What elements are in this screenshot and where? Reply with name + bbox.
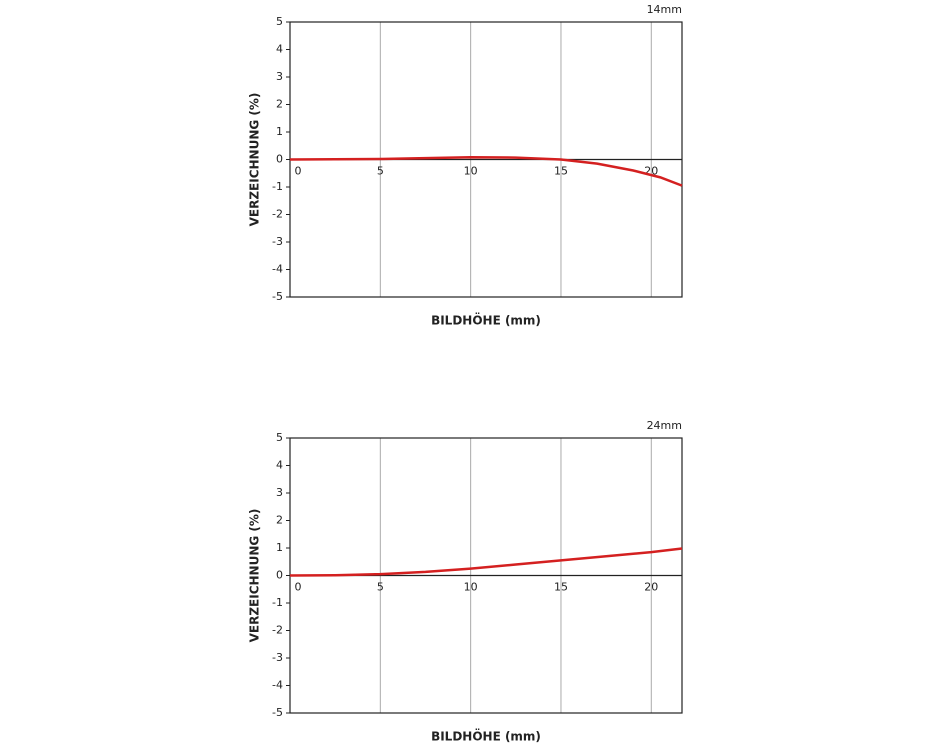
data-line [289,156,683,187]
y-tick-label: -4 [272,679,283,692]
y-tick-label: -1 [272,180,283,193]
y-tick-label: -3 [272,651,283,664]
x-tick-label: 0 [295,165,302,178]
y-tick-label: 5 [276,431,283,444]
y-tick-label: -5 [272,706,283,719]
y-tick-label: 0 [276,569,283,582]
y-tick-label: 3 [276,70,283,83]
y-tick-label: 2 [276,514,283,527]
annotation: 24mm [647,419,682,432]
y-tick-label: -4 [272,263,283,276]
x-tick-label: 5 [377,165,384,178]
y-tick-label: -1 [272,596,283,609]
y-axis-label: VERZEICHNUNG (%) [248,509,262,643]
y-axis-label: VERZEICHNUNG (%) [248,93,262,227]
annotation: 14mm [647,3,682,16]
x-tick-label: 0 [295,581,302,594]
y-tick-label: 3 [276,486,283,499]
y-tick-label: 4 [276,43,283,56]
x-tick-label: 15 [554,165,568,178]
y-tick-label: 0 [276,153,283,166]
x-tick-label: 5 [377,581,384,594]
y-tick-label: 4 [276,459,283,472]
y-tick-label: 5 [276,15,283,28]
x-tick-label: 10 [464,165,478,178]
x-axis-label: BILDHÖHE (mm) [431,729,541,744]
y-tick-label: 1 [276,541,283,554]
y-tick-label: 2 [276,98,283,111]
y-tick-label: -2 [272,208,283,221]
y-tick-label: 1 [276,125,283,138]
x-tick-label: 20 [644,581,658,594]
y-tick-label: -2 [272,624,283,637]
x-tick-label: 10 [464,581,478,594]
y-tick-label: -3 [272,235,283,248]
y-tick-label: -5 [272,290,283,303]
data-line [289,547,683,577]
x-tick-label: 15 [554,581,568,594]
x-axis-label: BILDHÖHE (mm) [431,313,541,328]
